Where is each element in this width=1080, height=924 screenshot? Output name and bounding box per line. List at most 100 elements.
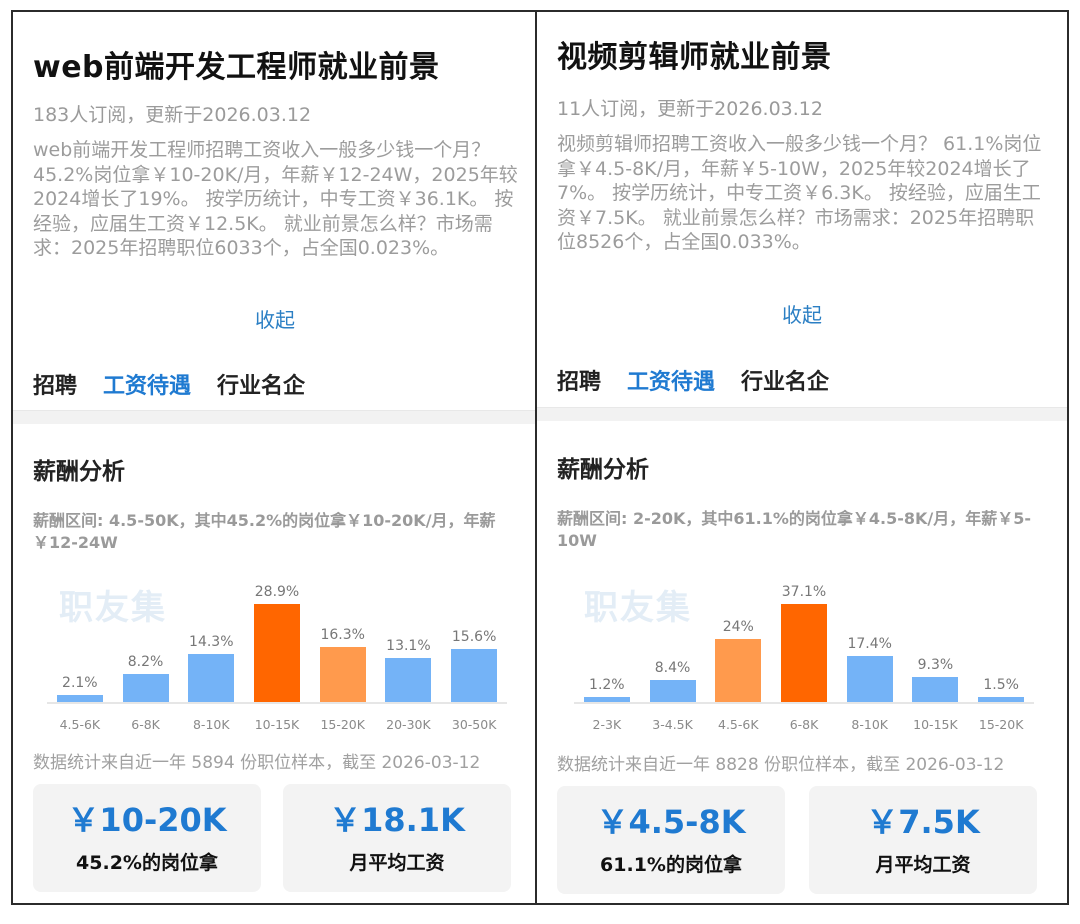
salary-range-text: 薪酬区间: 4.5-50K，其中45.2%的岗位拿￥10-20K/月，年薪￥12… xyxy=(33,511,496,552)
tab-top-companies[interactable]: 行业名企 xyxy=(741,370,830,395)
tab-salary[interactable]: 工资待遇 xyxy=(627,364,715,414)
job-description: web前端开发工程师招聘工资收入一般多少钱一个月？ 45.2%岗位拿￥10-20… xyxy=(33,139,518,259)
stat-label: 61.1%的岗位拿 xyxy=(600,854,742,876)
stat-card-range: ￥4.5-8K 61.1%的岗位拿 xyxy=(557,786,785,894)
chart-bar-group: 37.1% xyxy=(781,584,827,702)
x-axis-tick-label: 6-8K xyxy=(131,717,160,732)
data-source-note: 数据统计来自近一年 5894 份职位样本，截至 2026-03-12 xyxy=(33,753,481,773)
x-axis-tick-label: 8-10K xyxy=(192,717,230,732)
tab-top-companies[interactable]: 行业名企 xyxy=(217,374,306,399)
chart-bar xyxy=(451,649,498,702)
x-axis-tick-label: 4.5-6K xyxy=(718,717,759,732)
chart-bar-group: 17.4% xyxy=(846,636,893,702)
tab-bar: 招聘 工资待遇 行业名企 xyxy=(557,364,830,414)
tab-recruitment[interactable]: 招聘 xyxy=(33,374,78,399)
chart-bar xyxy=(319,646,366,702)
x-axis-tick-label: 3-4.5K xyxy=(652,717,693,732)
panel-video-editor: 视频剪辑师就业前景 11人订阅，更新于2026.03.12 视频剪辑师招聘工资收… xyxy=(537,12,1067,903)
x-axis-tick-label: 4.5-6K xyxy=(59,717,101,732)
bar-value-label: 1.5% xyxy=(983,677,1019,693)
chart-bar xyxy=(649,679,696,702)
chart-bar-group: 8.2% xyxy=(122,654,169,702)
chart-bar-group: 14.3% xyxy=(188,634,235,702)
chart-bar-group: 1.5% xyxy=(978,677,1025,702)
salary-range-text: 薪酬区间: 2-20K，其中61.1%的岗位拿￥4.5-8K/月，年薪￥5-10… xyxy=(557,509,1032,550)
chart-bar xyxy=(56,694,103,702)
chart-bar-group: 2.1% xyxy=(56,675,103,702)
chart-axis-line xyxy=(574,702,1034,704)
subscription-meta: 183人订阅，更新于2026.03.12 xyxy=(33,104,312,126)
job-description: 视频剪辑师招聘工资收入一般多少钱一个月？ 61.1%岗位拿￥4.5-8K/月，年… xyxy=(557,133,1042,253)
chart-bar-group: 28.9% xyxy=(254,584,300,702)
chart-bar-group: 16.3% xyxy=(319,627,366,702)
chart-axis-line xyxy=(47,702,507,704)
x-axis-tick-label: 2-3K xyxy=(592,717,622,732)
chart-bar xyxy=(583,697,630,702)
x-axis-tick-label: 10-15K xyxy=(254,717,300,732)
stat-value: ￥4.5-8K xyxy=(596,803,746,841)
stat-value: ￥10-20K xyxy=(67,801,227,839)
subscription-meta: 11人订阅，更新于2026.03.12 xyxy=(557,98,823,120)
chart-bar-group: 1.2% xyxy=(583,677,630,702)
chart-bar-group: 8.4% xyxy=(649,660,696,702)
x-axis-tick-label: 15-20K xyxy=(320,717,365,732)
salary-bar-chart: 1.2% 2-3K 8.4% 3-4.5K 24% 4.5-6K 37.1% 6-8K 17.4… xyxy=(574,582,1034,732)
bar-value-label: 28.9% xyxy=(254,584,300,600)
chart-bar xyxy=(188,653,235,702)
chart-bar xyxy=(385,657,432,702)
section-title: 薪酬分析 xyxy=(557,457,649,483)
chart-bar xyxy=(122,674,169,702)
salary-bar-chart: 2.1% 4.5-6K 8.2% 6-8K 14.3% 8-10K 28.9% 10-15K 1… xyxy=(47,582,507,732)
page-title: web前端开发工程师就业前景 xyxy=(33,50,440,85)
chart-bar xyxy=(781,604,827,702)
chart-bar-group: 15.6% xyxy=(451,629,498,702)
stat-label: 月平均工资 xyxy=(349,852,445,874)
stat-value: ￥7.5K xyxy=(866,803,980,841)
bar-value-label: 8.2% xyxy=(127,654,164,671)
panel-web-frontend: web前端开发工程师就业前景 183人订阅，更新于2026.03.12 web前… xyxy=(13,12,537,903)
stat-card-average: ￥7.5K 月平均工资 xyxy=(809,786,1037,894)
x-axis-tick-label: 30-50K xyxy=(451,717,497,732)
tab-bar: 招聘 工资待遇 行业名企 xyxy=(33,368,306,418)
x-axis-tick-label: 15-20K xyxy=(978,717,1024,732)
bar-value-label: 2.1% xyxy=(62,674,98,691)
chart-bar xyxy=(912,677,959,702)
section-title: 薪酬分析 xyxy=(33,459,125,485)
chart-bar-group: 13.1% xyxy=(385,638,432,702)
tab-salary[interactable]: 工资待遇 xyxy=(103,368,191,418)
section-divider xyxy=(537,407,1067,421)
bar-value-label: 17.4% xyxy=(847,636,892,653)
stat-label: 45.2%的岗位拿 xyxy=(76,852,218,874)
stat-card-range: ￥10-20K 45.2%的岗位拿 xyxy=(33,784,261,892)
x-axis-tick-label: 8-10K xyxy=(851,717,888,732)
chart-bar xyxy=(846,656,893,702)
collapse-link[interactable]: 收起 xyxy=(782,303,822,327)
bar-value-label: 14.3% xyxy=(189,633,234,650)
chart-bar-group: 24% xyxy=(715,619,762,702)
data-source-note: 数据统计来自近一年 8828 份职位样本，截至 2026-03-12 xyxy=(557,755,1005,775)
tab-recruitment[interactable]: 招聘 xyxy=(557,370,602,395)
bar-value-label: 8.4% xyxy=(654,659,691,676)
bar-value-label: 1.2% xyxy=(589,677,625,693)
collapse-link[interactable]: 收起 xyxy=(255,308,295,332)
comparison-frame: web前端开发工程师就业前景 183人订阅，更新于2026.03.12 web前… xyxy=(11,10,1069,905)
chart-bar-group: 9.3% xyxy=(912,657,959,702)
bar-value-label: 24% xyxy=(722,618,754,635)
chart-bar xyxy=(254,604,300,702)
bar-value-label: 16.3% xyxy=(320,626,365,643)
watermark-logo: 职友集 xyxy=(584,588,692,628)
x-axis-tick-label: 20-30K xyxy=(386,717,431,732)
stat-card-average: ￥18.1K 月平均工资 xyxy=(283,784,511,892)
page-title: 视频剪辑师就业前景 xyxy=(557,40,832,75)
bar-value-label: 9.3% xyxy=(917,657,954,674)
watermark-logo: 职友集 xyxy=(59,588,167,628)
x-axis-tick-label: 6-8K xyxy=(789,717,819,732)
bar-value-label: 13.1% xyxy=(386,637,431,654)
bar-value-label: 37.1% xyxy=(781,584,827,600)
section-divider xyxy=(13,410,535,424)
bar-value-label: 15.6% xyxy=(451,629,497,646)
chart-bar xyxy=(978,697,1025,702)
stat-label: 月平均工资 xyxy=(875,854,971,876)
stat-value: ￥18.1K xyxy=(329,801,465,839)
x-axis-tick-label: 10-15K xyxy=(913,717,958,732)
